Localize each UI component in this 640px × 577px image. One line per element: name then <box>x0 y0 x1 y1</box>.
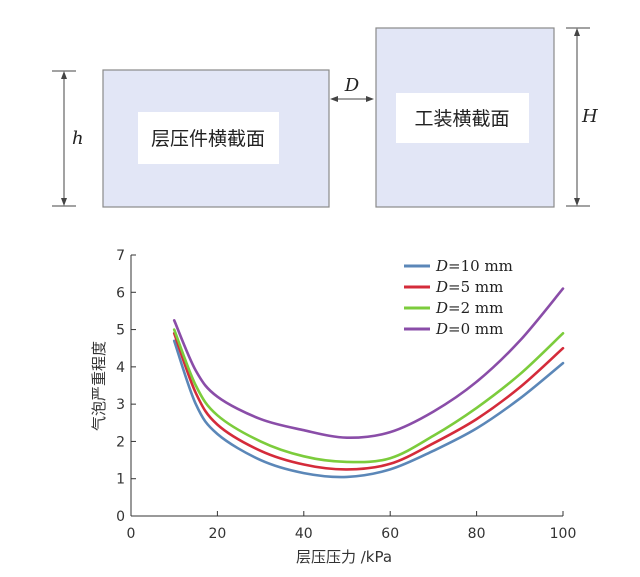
x-tick-label: 100 <box>550 526 577 542</box>
legend-label-0: D=10 mm <box>435 257 513 275</box>
x-axis-title: 层压压力 /kPa <box>296 548 392 566</box>
y-tick-label: 5 <box>116 323 125 339</box>
series-line-0 <box>172 339 565 479</box>
y-tick-label: 2 <box>116 434 125 450</box>
chart-legend: D=10 mmD=5 mmD=2 mmD=0 mm <box>404 257 513 338</box>
legend-label-value: =5 mm <box>448 278 503 296</box>
legend-label-var: D <box>435 278 448 296</box>
x-axis-ticks: 0 20 40 60 80 100 <box>127 511 577 542</box>
cross-section-diagram: h 层压件横截面 D 工装横截面 H <box>52 27 598 208</box>
y-axis-ticks: 0 1 2 3 4 5 6 7 <box>116 248 136 525</box>
legend-label-1: D=5 mm <box>435 278 503 296</box>
H-label: H <box>581 106 598 127</box>
chart-series <box>172 287 565 479</box>
y-tick-label: 4 <box>116 360 125 376</box>
x-tick-label: 80 <box>468 526 486 542</box>
legend-label-value: =0 mm <box>448 320 503 338</box>
laminate-label: 层压件横截面 <box>151 128 265 150</box>
tooling-label: 工装横截面 <box>414 108 509 130</box>
legend-label-value: =10 mm <box>448 257 513 275</box>
chart-axes <box>130 255 563 517</box>
gap-label: D <box>344 75 360 96</box>
legend-label-3: D=0 mm <box>435 320 503 338</box>
h-label: h <box>72 128 84 149</box>
legend-label-value: =2 mm <box>448 299 503 317</box>
x-tick-label: 40 <box>295 526 313 542</box>
gap-arrow-right <box>366 96 374 102</box>
legend-label-var: D <box>435 257 448 275</box>
laminate-label-bg <box>138 112 279 164</box>
h-arrow-up <box>61 71 67 79</box>
x-tick-label: 60 <box>381 526 399 542</box>
y-tick-label: 1 <box>116 472 125 488</box>
y-tick-label: 3 <box>116 397 125 413</box>
legend-label-2: D=2 mm <box>435 299 503 317</box>
gap-arrow-left <box>330 96 338 102</box>
x-tick-label: 20 <box>208 526 226 542</box>
y-axis-title: 气泡严重程度 <box>90 341 108 431</box>
y-tick-label: 0 <box>116 509 125 525</box>
y-tick-label: 7 <box>116 248 125 264</box>
series-line-1 <box>172 332 565 471</box>
H-arrow-up <box>574 28 580 36</box>
H-arrow-down <box>574 198 580 206</box>
legend-label-var: D <box>435 299 448 317</box>
h-arrow-down <box>61 198 67 206</box>
y-tick-label: 6 <box>116 285 125 301</box>
series-line-2 <box>172 328 565 464</box>
series-line-3 <box>172 287 565 440</box>
x-tick-label: 0 <box>127 526 136 542</box>
tooling-label-bg <box>396 93 529 143</box>
legend-label-var: D <box>435 320 448 338</box>
